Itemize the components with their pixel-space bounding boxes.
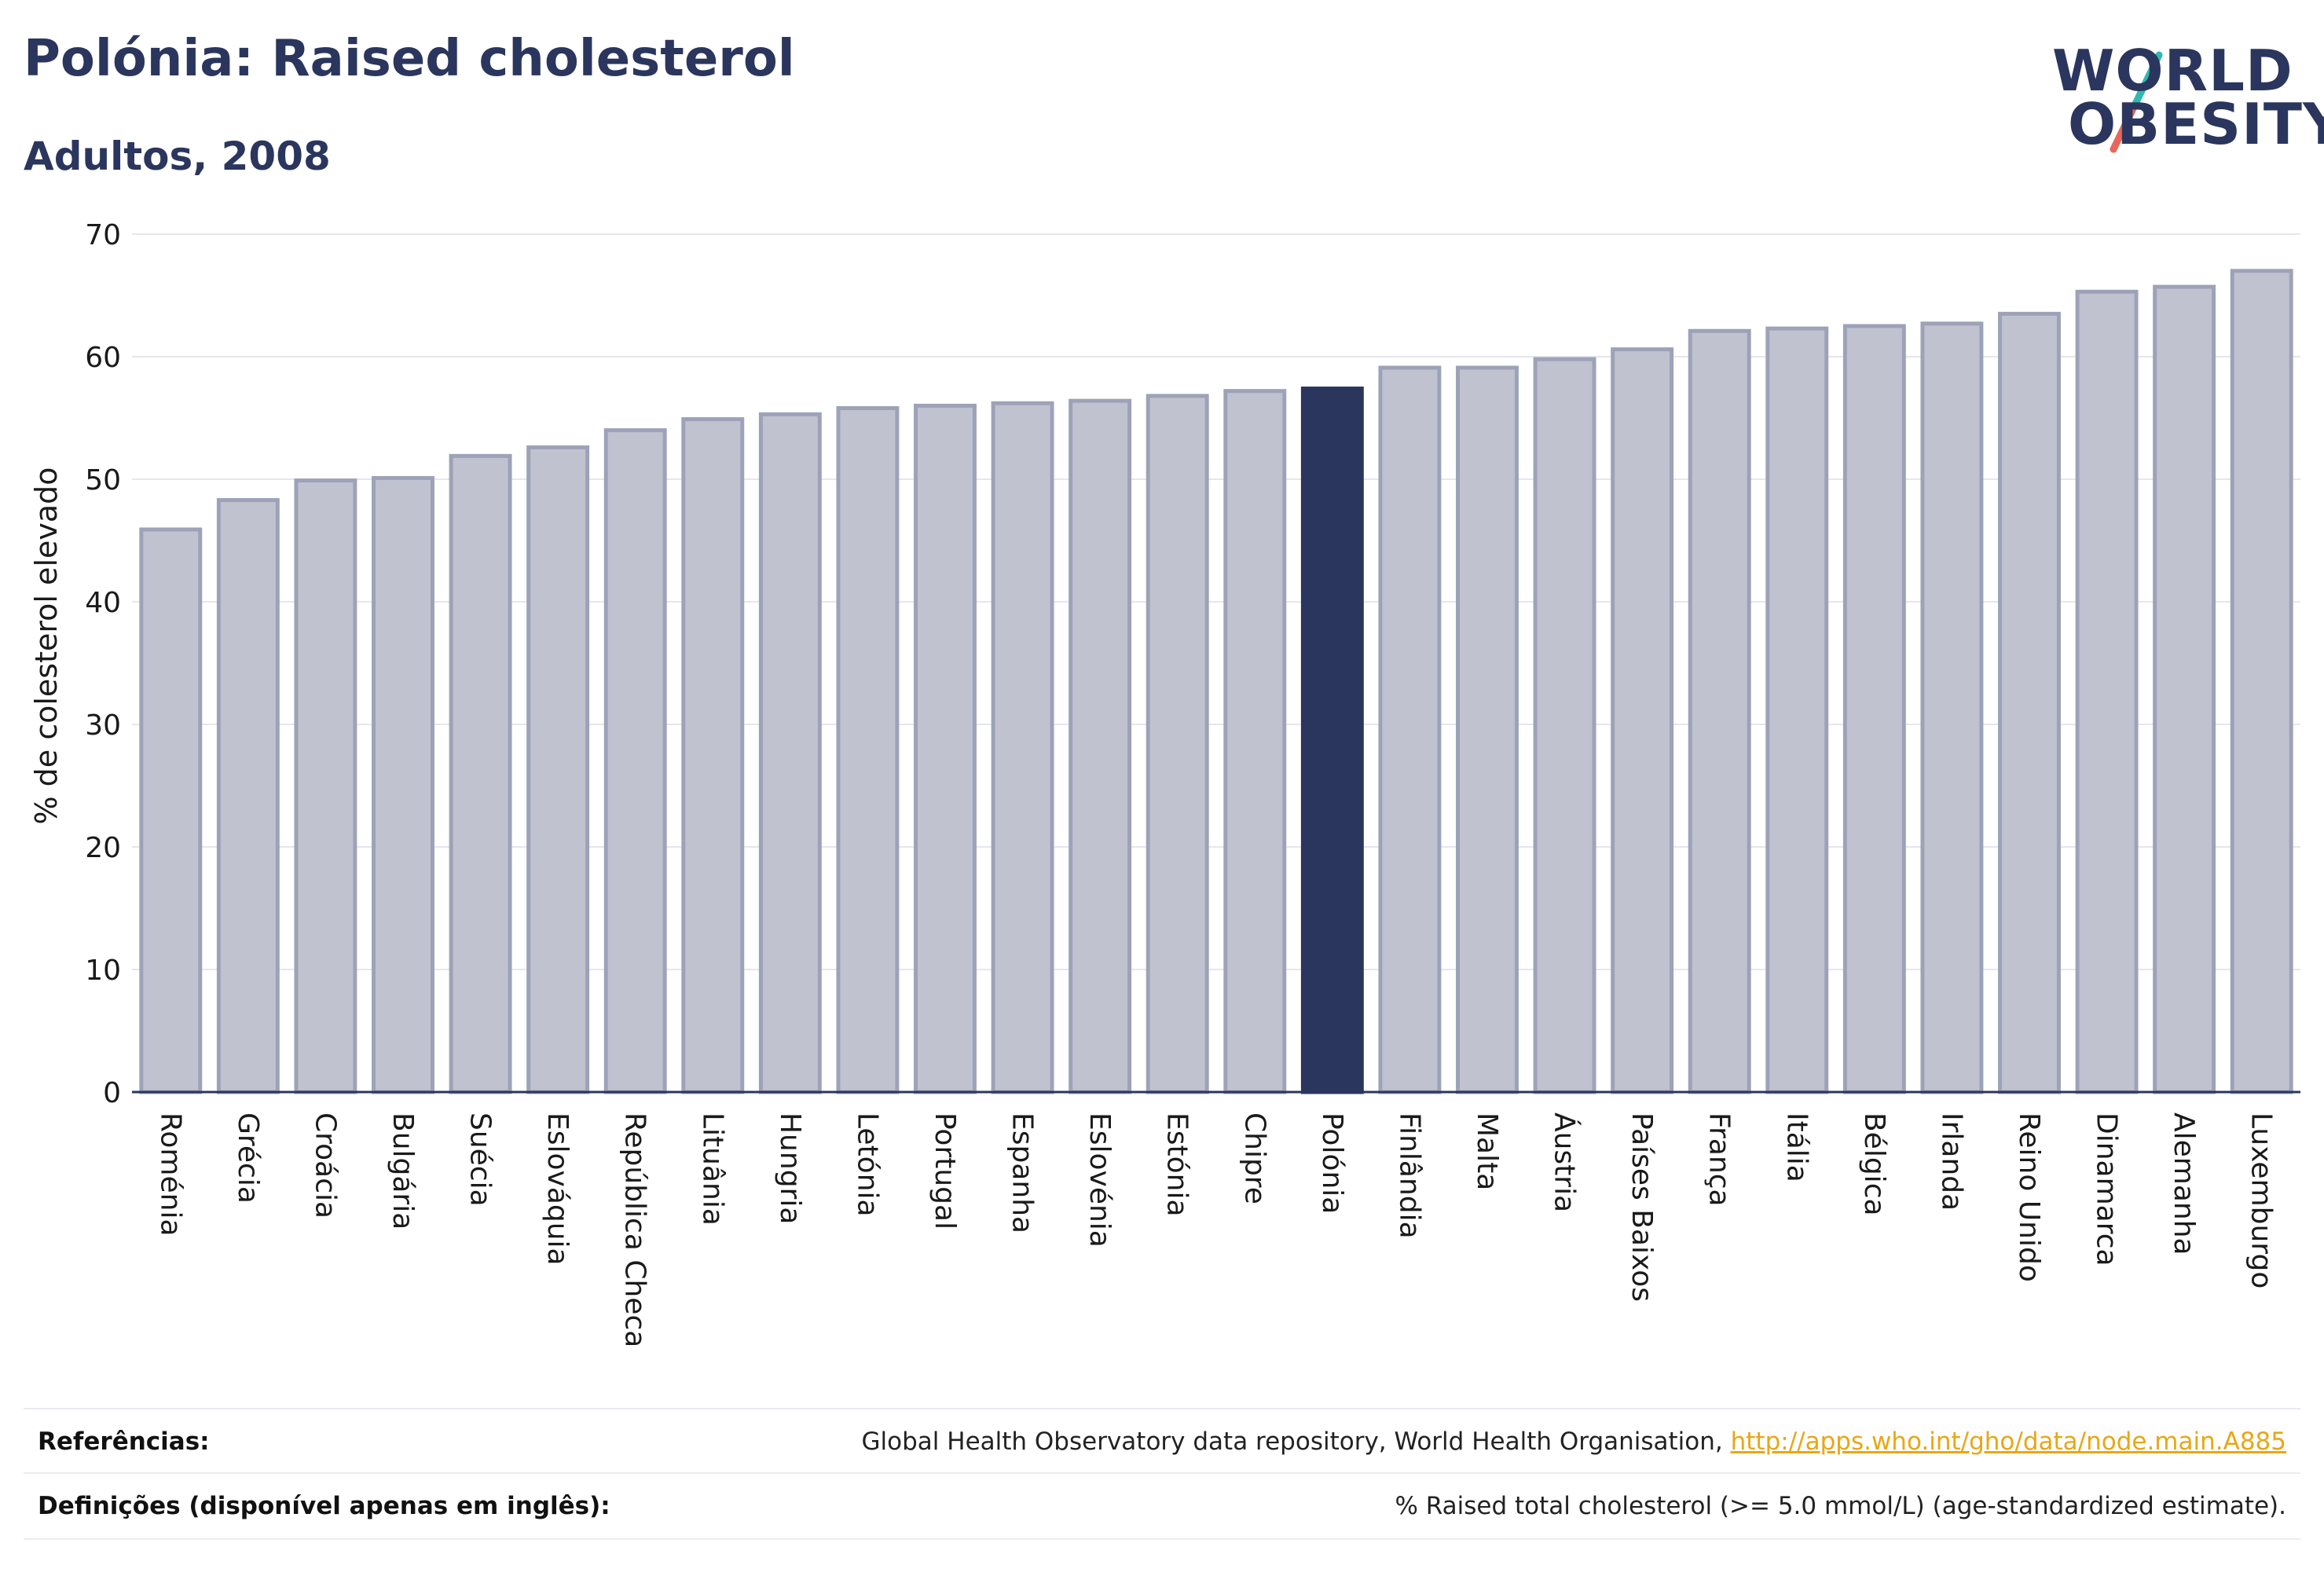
definitions-text: % Raised total cholesterol (>= 5.0 mmol/…: [1395, 1492, 2286, 1520]
x-tick-label: Hungria: [774, 1112, 806, 1224]
bar: [1688, 328, 1751, 1094]
x-tick-label: Suécia: [464, 1112, 497, 1207]
x-tick-label: Países Baixos: [1626, 1112, 1658, 1302]
bar: [372, 475, 434, 1094]
axes: 0 10 20 30 40 50 60 70 Roménia Grécia Croácia Bulgá…: [85, 219, 2300, 1347]
y-tick-label: 30: [85, 709, 121, 742]
references-value: Global Health Observatory data repositor…: [862, 1428, 2300, 1456]
y-tick-label: 60: [85, 342, 121, 374]
x-tick-label: Bulgária: [387, 1112, 419, 1230]
x-tick-label: Finlândia: [1393, 1112, 1425, 1239]
x-tick-label: Chipre: [1238, 1112, 1270, 1204]
y-tick-label: 40: [85, 587, 121, 619]
bar: [1069, 398, 1132, 1094]
x-tick-label: Lituânia: [696, 1112, 728, 1226]
x-tick-label: Grécia: [232, 1112, 264, 1204]
bar: [836, 406, 900, 1094]
x-tick-label: Irlanda: [1935, 1112, 1967, 1211]
x-tick-label: Portugal: [929, 1112, 961, 1230]
x-tick-label: Dinamarca: [2091, 1112, 2123, 1266]
x-tick-label: França: [1703, 1112, 1736, 1207]
bar: [681, 417, 745, 1094]
x-tick-label: Eslovénia: [1083, 1112, 1116, 1248]
x-tick-label: Itália: [1780, 1112, 1813, 1182]
references-row: Referências: Global Health Observatory d…: [24, 1408, 2300, 1474]
bar: [1920, 321, 1984, 1094]
bar: [1456, 365, 1519, 1094]
x-tick-label: Eslováquia: [541, 1112, 574, 1266]
x-tick-label: Estónia: [1161, 1112, 1193, 1217]
y-tick-label: 0: [103, 1077, 121, 1109]
y-axis-label: % de colesterol elevado: [29, 467, 64, 824]
bar: [1842, 324, 1906, 1094]
bar: [603, 428, 667, 1094]
x-tick-label: Espanha: [1006, 1112, 1039, 1233]
x-tick-label: Roménia: [154, 1112, 186, 1237]
logo-word-obesity: OBESITY: [2068, 91, 2324, 157]
y-tick-label: 70: [85, 219, 121, 251]
y-tick-label: 50: [85, 464, 121, 497]
bar: [1146, 394, 1209, 1094]
bar: [758, 412, 822, 1094]
y-tick-label: 10: [85, 955, 121, 987]
bar: [2075, 289, 2139, 1094]
bar: [1765, 326, 1829, 1094]
x-tick-label: Croácia: [309, 1112, 341, 1219]
bar: [139, 527, 203, 1094]
bar: [1223, 389, 1287, 1094]
bar: [991, 401, 1054, 1094]
definitions-row: Definições (disponível apenas em inglês)…: [24, 1472, 2300, 1540]
bar: [2153, 284, 2216, 1094]
x-tick-label: Luxemburgo: [2245, 1112, 2278, 1288]
x-tick-label: Bélgica: [1858, 1112, 1890, 1216]
logo-word-world: WORLD: [2052, 38, 2293, 104]
bar-chart: 0 10 20 30 40 50 60 70 Roménia Grécia Croácia Bulgá…: [29, 219, 2300, 1347]
chart-title: Polónia: Raised cholesterol: [24, 30, 795, 88]
bar: [1611, 347, 1674, 1094]
references-label: Referências:: [38, 1428, 210, 1456]
references-text: Global Health Observatory data repositor…: [861, 1428, 1731, 1456]
bar: [2230, 269, 2293, 1094]
x-tick-label: Polónia: [1316, 1112, 1348, 1214]
bar-highlighted: [1300, 387, 1364, 1094]
references-link[interactable]: http://apps.who.int/gho/data/node.main.A…: [1730, 1428, 2286, 1456]
bar: [526, 445, 590, 1094]
x-tick-label: Malta: [1471, 1112, 1503, 1190]
y-tick-label: 20: [85, 832, 121, 864]
bar: [294, 478, 357, 1094]
world-obesity-logo: WORLD OBESITY: [2043, 31, 2324, 169]
bar: [216, 498, 280, 1094]
x-tick-label: Alemanha: [2168, 1112, 2200, 1255]
x-tick-label: República Checa: [619, 1112, 651, 1347]
logo-slash-icon: [2110, 51, 2163, 153]
chart-subtitle: Adultos, 2008: [24, 134, 331, 179]
x-tick-label: Áustria: [1549, 1112, 1582, 1212]
x-tick-label: Reino Unido: [2013, 1112, 2045, 1282]
bar: [914, 403, 977, 1094]
definitions-label: Definições (disponível apenas em inglês)…: [38, 1492, 610, 1520]
bar: [1378, 365, 1442, 1094]
x-tick-label: Letónia: [851, 1112, 883, 1217]
bar: [1998, 311, 2061, 1094]
bar: [1533, 357, 1596, 1094]
bar: [449, 453, 512, 1094]
